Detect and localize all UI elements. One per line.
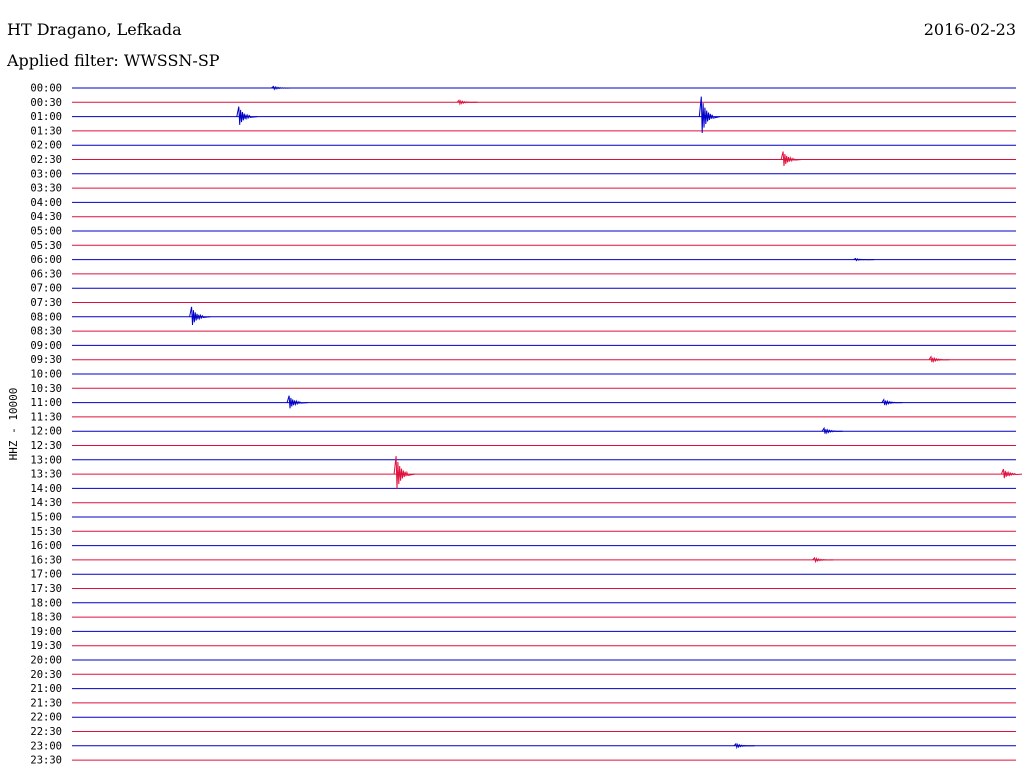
filter-label: Applied filter: WWSSN-SP — [7, 51, 220, 70]
row-tick-label: 14:30 — [30, 497, 62, 509]
row-tick-label: 21:30 — [30, 697, 62, 709]
trace-rows: 00:00 00:30 01:00 01:30 02:00 02:30 03:00 03:30… — [30, 83, 1023, 767]
row-tick-label: 01:00 — [30, 111, 62, 123]
row-tick-label: 16:30 — [30, 554, 62, 566]
seismic-event-mark — [236, 106, 258, 125]
row-tick-label: 07:00 — [30, 283, 62, 295]
row-tick-label: 01:30 — [30, 125, 62, 137]
seismic-event-mark — [733, 742, 755, 750]
row-tick-label: 06:30 — [30, 268, 62, 280]
row-tick-label: 09:30 — [30, 354, 62, 366]
row-tick-label: 11:00 — [30, 397, 62, 409]
row-tick-label: 04:30 — [30, 211, 62, 223]
row-tick-label: 11:30 — [30, 411, 62, 423]
row-tick-label: 18:30 — [30, 612, 62, 624]
row-tick-label: 03:00 — [30, 168, 62, 180]
date-label: 2016-02-23 — [923, 20, 1016, 39]
row-tick-label: 19:30 — [30, 640, 62, 652]
row-tick-label: 22:30 — [30, 726, 62, 738]
seismic-event-mark — [393, 456, 415, 489]
row-tick-label: 02:30 — [30, 154, 62, 166]
row-tick-label: 05:30 — [30, 240, 62, 252]
row-tick-label: 17:00 — [30, 569, 62, 581]
station-title: HT Dragano, Lefkada — [7, 20, 182, 39]
seismic-event-mark — [456, 99, 478, 106]
row-tick-label: 13:30 — [30, 469, 62, 481]
row-tick-label: 19:00 — [30, 626, 62, 638]
row-tick-label: 15:00 — [30, 512, 62, 524]
row-tick-label: 18:00 — [30, 597, 62, 609]
row-tick-label: 12:30 — [30, 440, 62, 452]
row-tick-label: 23:00 — [30, 740, 62, 752]
row-tick-label: 08:30 — [30, 326, 62, 338]
seismic-event-mark — [189, 306, 211, 326]
seismic-event-mark — [821, 426, 843, 435]
row-tick-label: 20:00 — [30, 655, 62, 667]
y-axis-label: HHZ - 10000 — [7, 388, 20, 461]
seismic-event-mark — [271, 85, 293, 91]
row-tick-label: 02:00 — [30, 140, 62, 152]
row-tick-label: 22:00 — [30, 712, 62, 724]
row-tick-label: 15:30 — [30, 526, 62, 538]
row-tick-label: 14:00 — [30, 483, 62, 495]
row-tick-label: 08:00 — [30, 311, 62, 323]
row-tick-label: 04:00 — [30, 197, 62, 209]
seismic-event-mark — [1000, 468, 1023, 479]
row-tick-label: 06:00 — [30, 254, 62, 266]
row-tick-label: 16:00 — [30, 540, 62, 552]
seismic-event-mark — [780, 151, 802, 167]
row-tick-label: 00:30 — [30, 97, 62, 109]
row-tick-label: 21:00 — [30, 683, 62, 695]
seismic-event-mark — [928, 355, 950, 364]
row-tick-label: 00:00 — [30, 83, 62, 95]
row-tick-label: 09:00 — [30, 340, 62, 352]
row-tick-label: 10:00 — [30, 369, 62, 381]
seismic-event-mark — [812, 556, 834, 564]
seismic-event-mark — [881, 398, 903, 407]
seismic-event-mark — [698, 96, 721, 134]
row-tick-label: 10:30 — [30, 383, 62, 395]
row-tick-label: 05:00 — [30, 226, 62, 238]
row-tick-label: 13:00 — [30, 454, 62, 466]
row-tick-label: 23:30 — [30, 755, 62, 767]
row-tick-label: 12:00 — [30, 426, 62, 438]
y-axis-label-text: HHZ - 10000 — [7, 388, 20, 461]
seismic-event-mark — [853, 257, 875, 262]
seismic-event-mark — [286, 395, 308, 409]
row-tick-label: 07:30 — [30, 297, 62, 309]
row-tick-label: 03:30 — [30, 183, 62, 195]
row-tick-label: 20:30 — [30, 669, 62, 681]
row-tick-label: 17:30 — [30, 583, 62, 595]
